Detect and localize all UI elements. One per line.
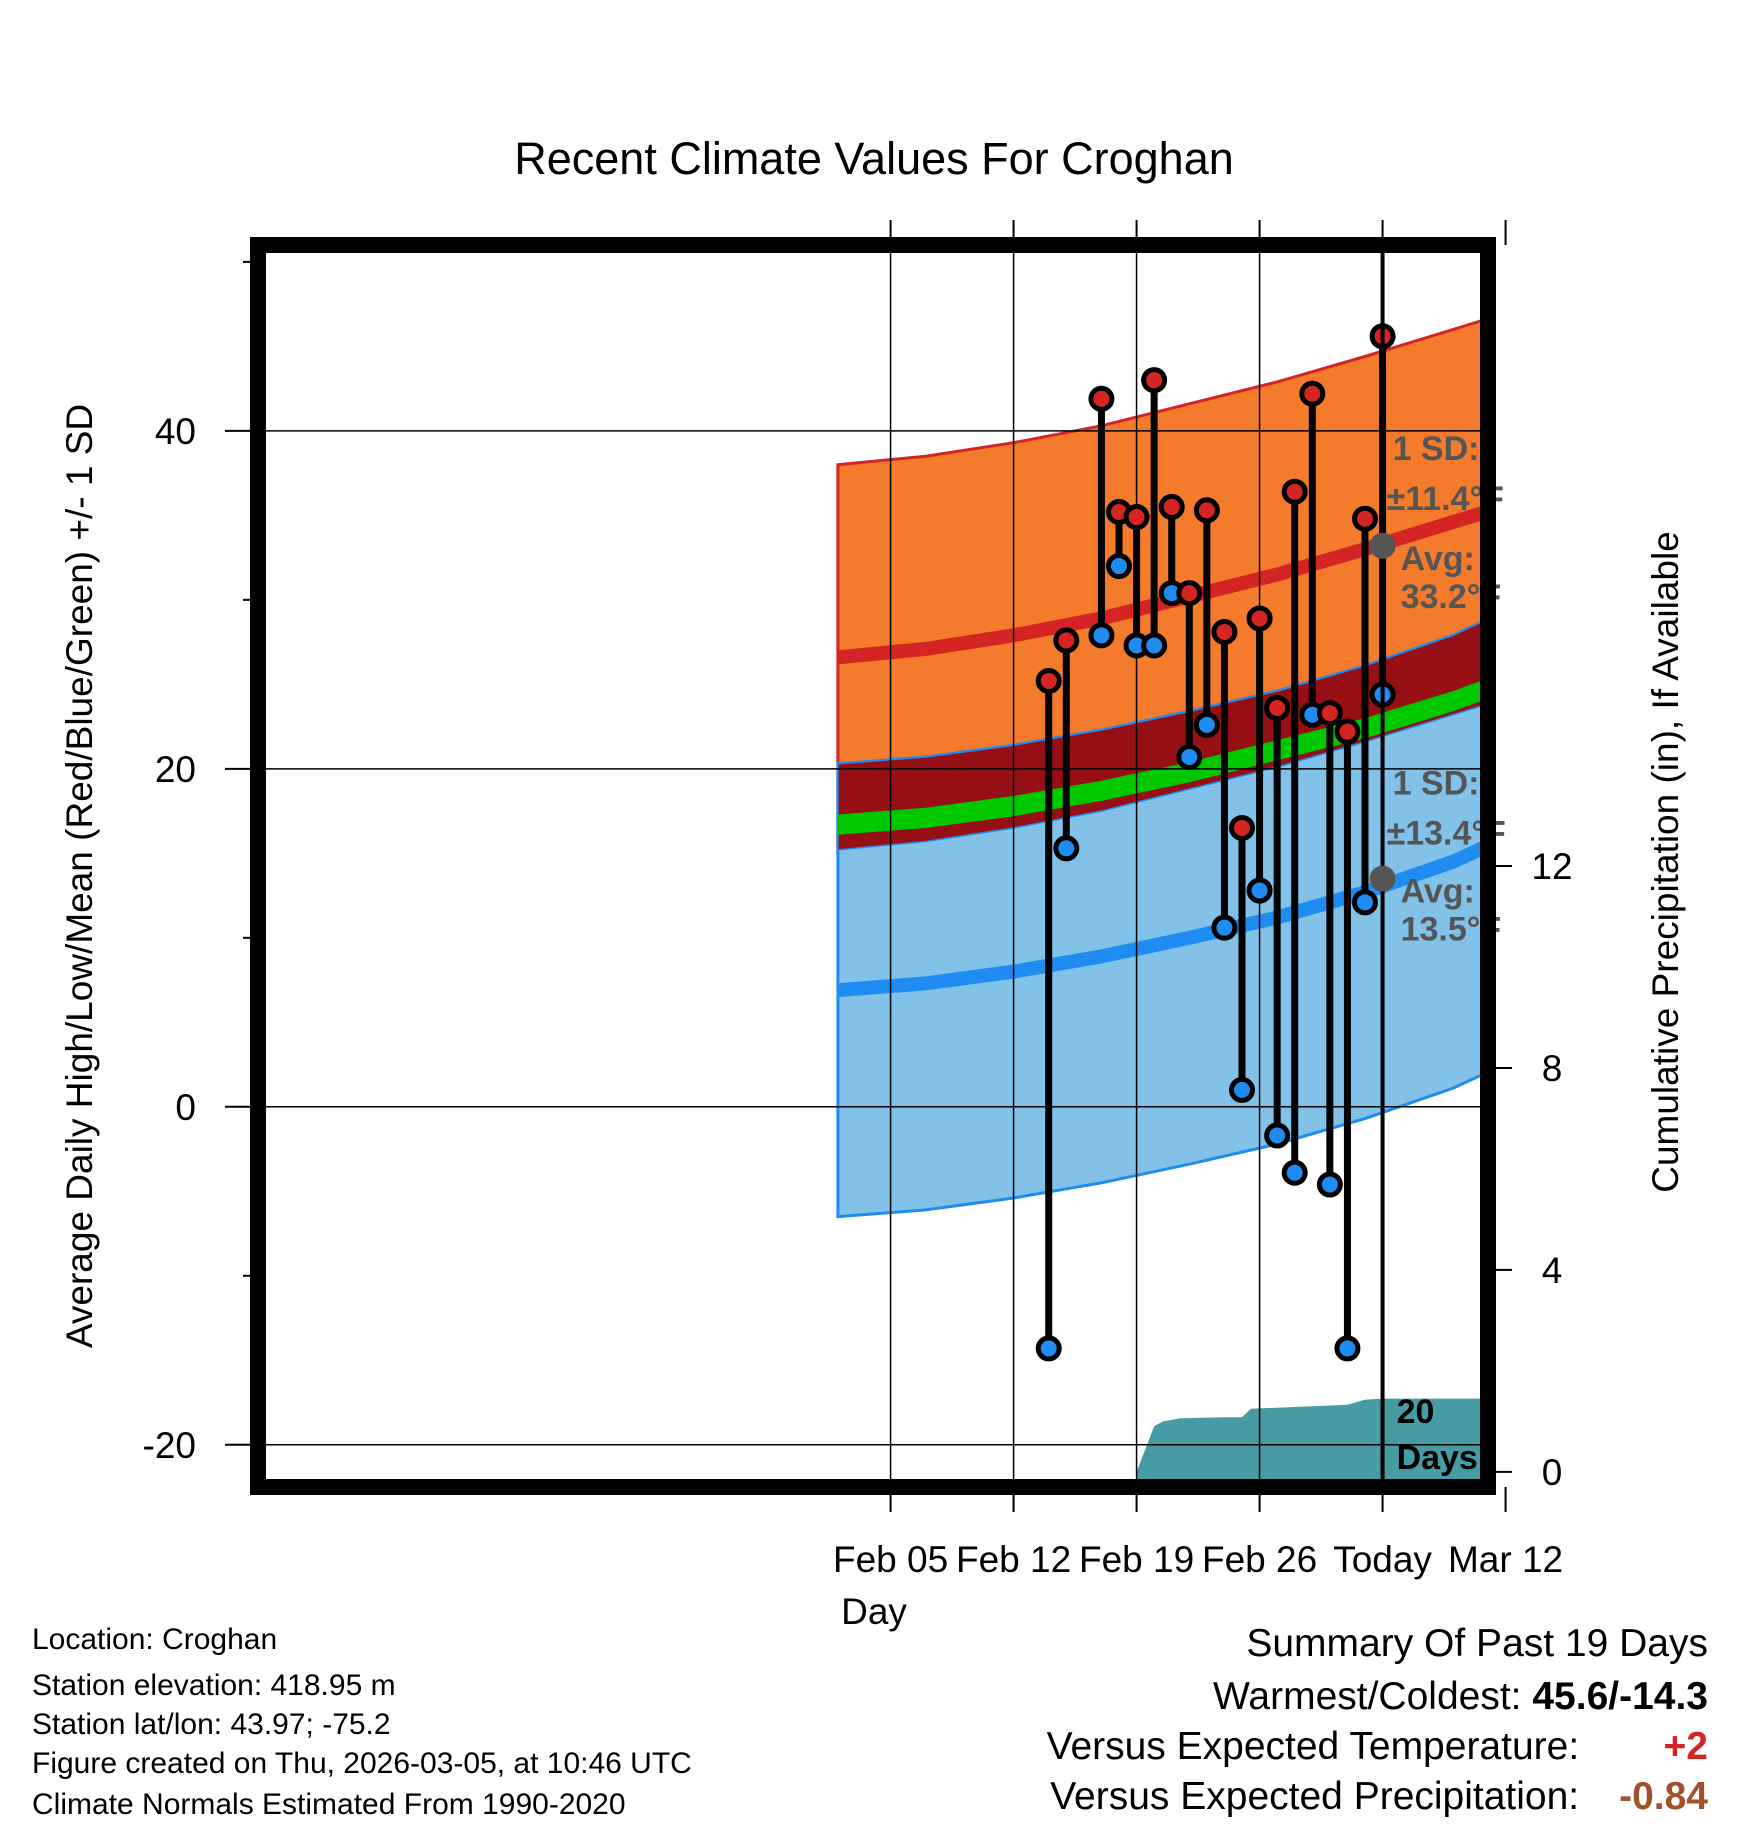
observed-high-marker	[1352, 505, 1378, 532]
y-tick-label: -20	[143, 1425, 196, 1466]
summary-warm-cold: Warmest/Coldest: 45.6/-14.3	[1213, 1672, 1708, 1722]
high-avg-marker	[1369, 532, 1396, 559]
observed-low-marker	[1088, 622, 1115, 649]
temp-value: +2	[1663, 1725, 1708, 1768]
x-tick-label: Feb 26	[1202, 1539, 1317, 1580]
y2-tick-label: 0	[1542, 1452, 1563, 1493]
temp-label: Versus Expected Temperature:	[1046, 1725, 1580, 1768]
x-tick-label: Today	[1333, 1539, 1432, 1580]
y2-tick-label: 12	[1531, 846, 1572, 887]
y-tick-label: 20	[155, 749, 196, 790]
footer-elevation: Station elevation: 418.95 m	[32, 1669, 396, 1702]
precip-value: -0.84	[1619, 1775, 1708, 1818]
observed-low-marker	[1106, 553, 1132, 580]
observed-high-marker	[1053, 627, 1080, 654]
observed-high-marker	[1299, 380, 1326, 407]
footer-created: Figure created on Thu, 2026-03-05, at 10…	[32, 1747, 692, 1780]
y2-axis-label: Cumulative Precipitation (in), If Availa…	[1645, 531, 1686, 1193]
normal-low-line	[837, 837, 1488, 998]
x-tick-label: Feb 12	[956, 1539, 1071, 1580]
observed-low-marker	[1229, 1076, 1255, 1103]
warm-cold-label: Warmest/Coldest:	[1213, 1675, 1522, 1718]
observed-low-marker	[1141, 632, 1168, 659]
observed-high-marker	[1123, 504, 1150, 531]
observed-high-marker	[1211, 618, 1238, 645]
observed-high-marker	[1088, 385, 1115, 412]
footer-location: Location: Croghan	[32, 1623, 278, 1656]
observed-high-marker	[1246, 605, 1273, 632]
observed-low-marker	[1193, 711, 1220, 738]
x-tick-label: Feb 19	[1079, 1539, 1194, 1580]
footer-latlon: Station lat/lon: 43.97; -75.2	[32, 1708, 391, 1741]
observed-low-marker	[1035, 1335, 1062, 1362]
observed-low-marker	[1211, 914, 1238, 941]
observed-low-marker	[1176, 744, 1203, 771]
high-sd-label: 1 SD:	[1393, 430, 1480, 468]
low-avg-marker	[1369, 865, 1396, 892]
cumulative-precipitation-area	[1136, 1398, 1488, 1487]
observed-low-marker	[1053, 835, 1080, 862]
observed-high-marker	[1176, 580, 1203, 607]
days-count: 20	[1397, 1393, 1435, 1431]
observed-high-marker	[1158, 493, 1185, 520]
y2-tick-label: 8	[1542, 1048, 1563, 1089]
summary-precip: Versus Expected Precipitation: -0.84	[1050, 1772, 1708, 1822]
warm-cold-value: 45.6/-14.3	[1532, 1675, 1708, 1718]
footer-normals: Climate Normals Estimated From 1990-2020	[32, 1788, 626, 1821]
observed-low-marker	[1316, 1171, 1343, 1198]
observed-low-marker	[1334, 1335, 1361, 1362]
observed-high-marker	[1229, 814, 1255, 841]
low-sd-label: 1 SD:	[1393, 765, 1480, 803]
observed-low-marker	[1281, 1159, 1308, 1186]
precip-label: Versus Expected Precipitation:	[1050, 1775, 1580, 1818]
observed-high-marker	[1316, 700, 1343, 727]
summary-title: Summary Of Past 19 Days	[1246, 1619, 1708, 1669]
y-axis-label: Average Daily High/Low/Mean (Red/Blue/Gr…	[59, 404, 100, 1348]
high-avg-label: Avg:	[1401, 540, 1475, 578]
y-tick-label: 0	[175, 1087, 196, 1128]
summary-title-text: Summary Of Past 19 Days	[1246, 1622, 1708, 1665]
days-word: Days	[1397, 1439, 1478, 1477]
axes: -20 0 20 40 0 4 8 12 Feb 05 Feb 12 Feb 19 Feb 26 Tod…	[143, 220, 1573, 1580]
observed-high-marker	[1035, 667, 1062, 694]
observed-high-marker	[1334, 718, 1361, 745]
observed-high-marker	[1193, 497, 1220, 524]
chart-title: Recent Climate Values For Croghan	[514, 133, 1234, 184]
observed-high-marker	[1141, 367, 1168, 394]
mean-band	[837, 678, 1488, 835]
observed-high-marker	[1264, 695, 1291, 722]
observed-low-marker	[1246, 877, 1273, 904]
observed-low-marker	[1264, 1122, 1291, 1149]
x-axis-label: Day	[841, 1591, 907, 1632]
x-tick-label: Mar 12	[1448, 1539, 1563, 1580]
observed-low-marker	[1352, 889, 1378, 916]
y-tick-label: 40	[155, 411, 196, 452]
low-avg-label: Avg:	[1401, 873, 1475, 911]
x-tick-label: Feb 05	[833, 1539, 948, 1580]
observed-high-marker	[1281, 478, 1308, 505]
y2-tick-label: 4	[1542, 1250, 1563, 1291]
summary-temp: Versus Expected Temperature: +2	[1047, 1722, 1708, 1772]
